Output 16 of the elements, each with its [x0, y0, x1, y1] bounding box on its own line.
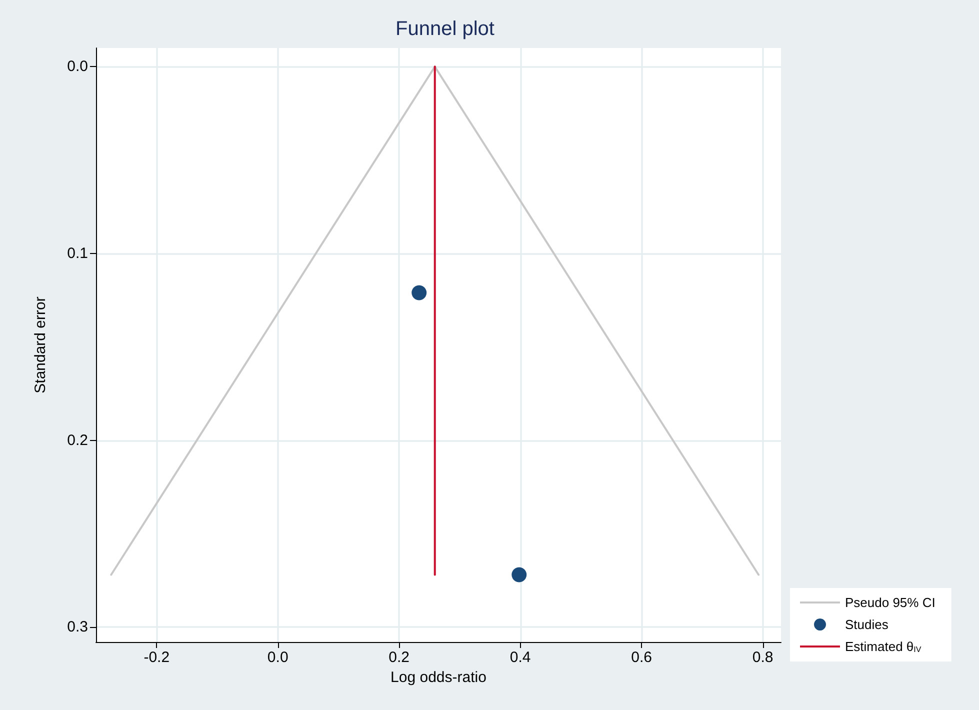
y-tick-label: 0.0 [67, 58, 88, 76]
y-tick-label: 0.1 [67, 244, 88, 262]
x-tick-label: 0.2 [388, 649, 410, 666]
legend-label: Studies [845, 617, 889, 632]
x-tick-label: 0.8 [752, 649, 774, 666]
legend-label: Estimated θIV [845, 639, 922, 654]
x-tick-label: 0.4 [510, 649, 531, 666]
y-tick-label: 0.2 [67, 432, 88, 449]
x-tick-label: 0.0 [267, 649, 288, 666]
x-axis-title: Log odds-ratio [390, 668, 486, 686]
x-tick-label: -0.2 [144, 649, 170, 666]
legend-label: Pseudo 95% CI [845, 595, 936, 610]
chart-title: Funnel plot [396, 18, 495, 40]
y-axis-title: Standard error [32, 296, 49, 394]
x-tick-label: 0.6 [631, 649, 652, 666]
y-tick-label: 0.3 [67, 618, 88, 636]
